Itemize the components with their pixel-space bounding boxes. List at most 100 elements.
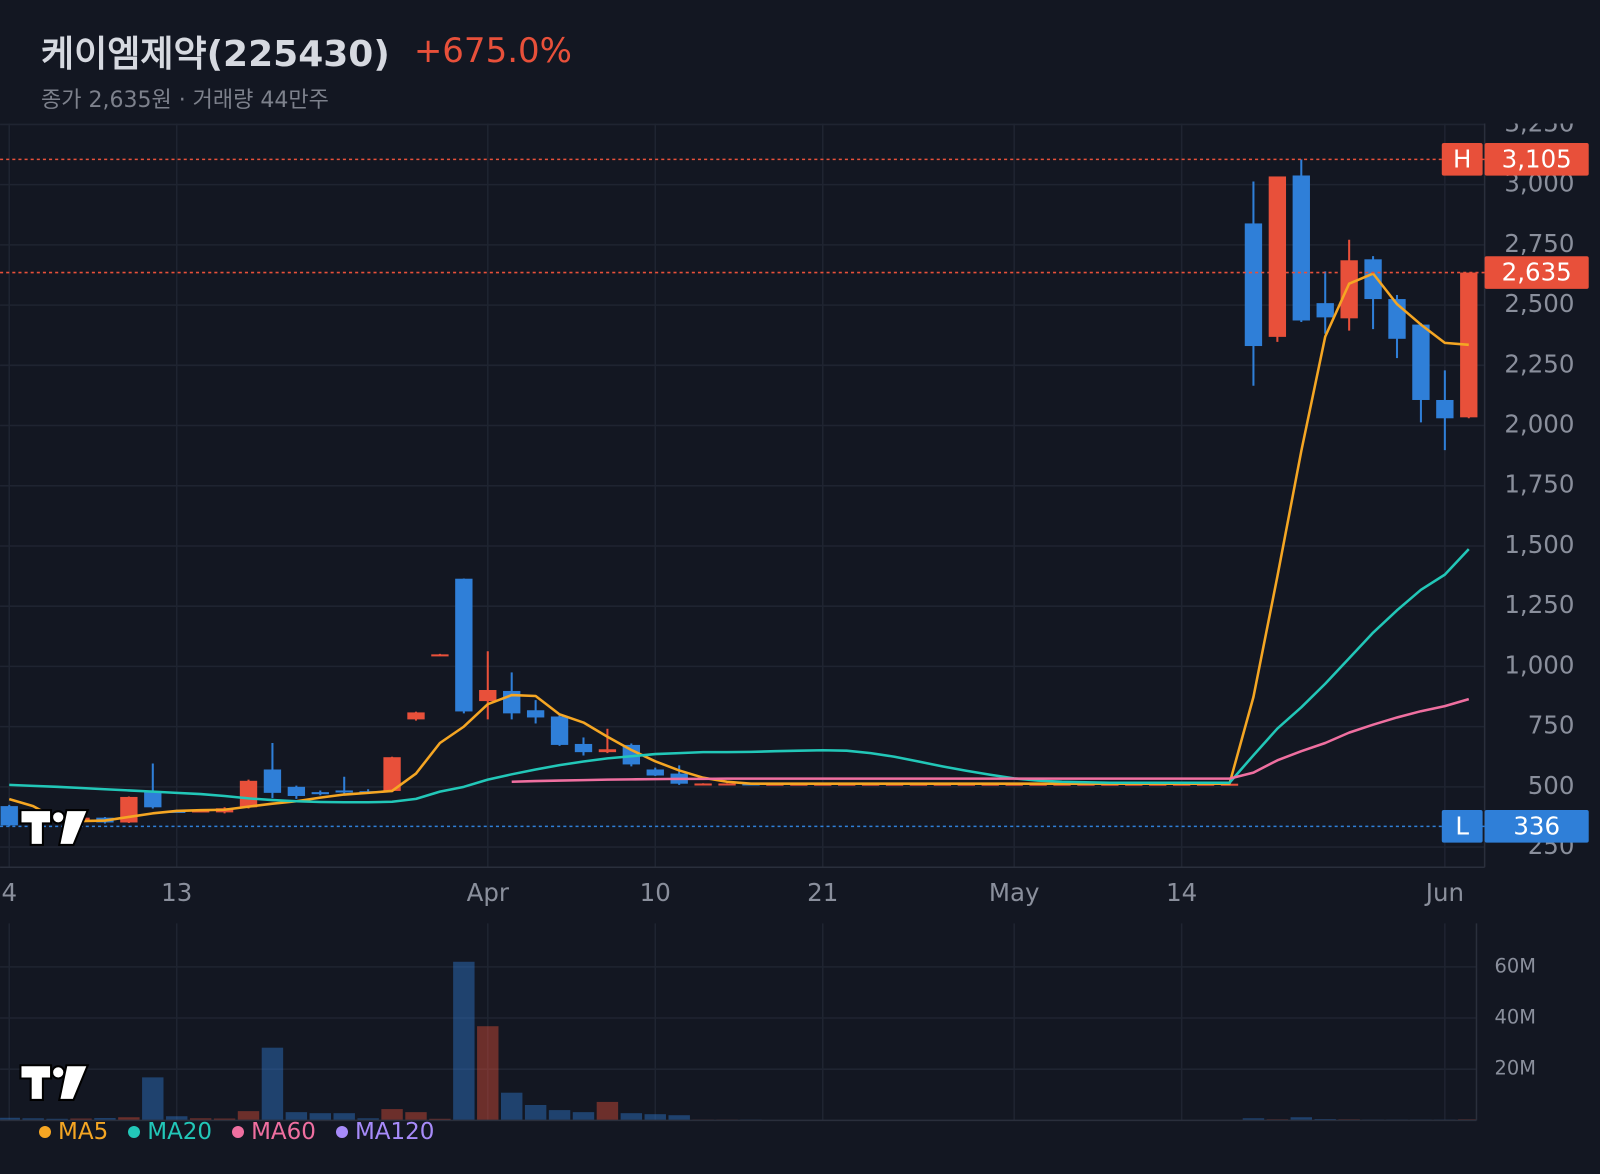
candle-body	[144, 791, 162, 808]
candle-body	[479, 690, 497, 702]
volume-bar	[70, 1118, 92, 1121]
candle-body	[287, 786, 306, 796]
y-tick-label: 1,750	[1504, 470, 1574, 499]
chart-subtitle: 종가 2,635원 · 거래량 44만주	[41, 88, 329, 113]
ma-line	[511, 697, 1470, 784]
candle-body	[239, 780, 258, 808]
volume-bar	[381, 1109, 403, 1121]
candle-body	[718, 783, 736, 786]
candle-body	[1340, 260, 1358, 319]
candle-body	[694, 783, 712, 786]
volume-pane	[0, 961, 1477, 1121]
x-tick-label: 21	[807, 878, 838, 907]
tv-logo	[19, 1064, 90, 1101]
y-tick-label: 2,750	[1504, 229, 1574, 258]
legend-label: MA20	[147, 1119, 213, 1145]
candle-body	[1268, 176, 1287, 337]
legend-label: MA60	[251, 1119, 316, 1145]
volume-bar	[429, 1118, 451, 1121]
legend-swatch	[39, 1126, 51, 1138]
volume-bar	[524, 1104, 547, 1121]
volume-bar	[644, 1114, 666, 1121]
candle-body	[455, 578, 473, 712]
x-tick-label: May	[989, 878, 1040, 907]
volume-bar	[357, 1118, 379, 1121]
price-tag: H	[1453, 144, 1471, 173]
y-axis-labels: 2505007501,0001,2501,5001,7502,0002,2502…	[1504, 108, 1575, 860]
candle-body	[263, 769, 282, 793]
ma-line	[8, 272, 1469, 823]
candle-body	[526, 710, 545, 718]
candle-body	[1364, 259, 1382, 300]
price-pane	[0, 159, 1478, 827]
tv-logo	[19, 809, 90, 846]
price-tag-box	[1441, 143, 1483, 176]
y-tick-label: 1,250	[1504, 590, 1574, 619]
volume-bar	[620, 1113, 643, 1121]
x-tick-label: 4	[1, 878, 17, 907]
volume-bar	[0, 1117, 20, 1121]
candle-body	[431, 654, 449, 657]
volume-bar	[333, 1113, 355, 1121]
candle-body	[574, 743, 593, 753]
candle-body	[1244, 223, 1263, 347]
volume-bar	[189, 1118, 212, 1121]
y-tick-label: 2,000	[1504, 410, 1574, 439]
volume-bar	[213, 1118, 236, 1121]
volume-bar	[94, 1118, 116, 1121]
price-tag-box	[1441, 810, 1483, 843]
header: 케이엠제약(225430) +675.0% 종가 2,635원 · 거래량 44…	[41, 26, 572, 114]
candle-body	[1412, 324, 1430, 400]
volume-bar	[118, 1117, 140, 1121]
volume-bar	[22, 1118, 44, 1121]
volume-bar	[142, 1077, 164, 1121]
candle-body	[0, 806, 18, 826]
volume-tick-label: 60M	[1495, 954, 1536, 977]
x-tick-label: 14	[1166, 878, 1197, 907]
candle-body	[598, 749, 617, 753]
volume-bar	[572, 1112, 595, 1121]
price-label-box	[1484, 810, 1589, 843]
volume-bar	[548, 1110, 571, 1121]
legend-item: MA5	[39, 1119, 108, 1145]
price-label: 3,105	[1502, 144, 1572, 173]
price-label: 336	[1513, 811, 1560, 840]
price-label-box	[1484, 256, 1589, 289]
volume-bar	[453, 961, 475, 1121]
x-tick-label: 13	[161, 878, 192, 907]
volume-bar	[477, 1026, 499, 1121]
price-tag: L	[1455, 811, 1469, 840]
y-tick-label: 750	[1528, 711, 1575, 740]
legend: MA5 MA20 MA60 MA120	[39, 1119, 434, 1145]
legend-swatch	[128, 1126, 141, 1138]
volume-bar	[166, 1116, 188, 1121]
candle-body	[383, 757, 401, 791]
candle-body	[407, 712, 425, 720]
volume-bar	[596, 1101, 619, 1121]
candle-body	[1292, 175, 1310, 321]
legend-item: MA120	[335, 1119, 435, 1145]
volume-bar	[500, 1092, 523, 1121]
legend-swatch	[232, 1126, 245, 1138]
volume-bar	[309, 1113, 332, 1121]
price-label-box	[1484, 143, 1589, 176]
candle-body	[1316, 303, 1334, 318]
volume-bar	[261, 1047, 284, 1121]
y-tick-label: 3,250	[1504, 108, 1574, 137]
candle-body	[646, 769, 664, 776]
candle-body	[335, 790, 353, 793]
volume-bar	[668, 1115, 690, 1121]
volume-bar	[1290, 1117, 1313, 1121]
volume-bar	[237, 1111, 260, 1121]
title-row: 케이엠제약(225430) +675.0%	[41, 26, 572, 76]
volume-bar	[285, 1112, 308, 1121]
legend-label: MA120	[354, 1119, 435, 1145]
grid	[0, 123, 1485, 1121]
volume-bar	[405, 1112, 427, 1121]
y-tick-label: 500	[1528, 771, 1575, 800]
volume-tick-label: 20M	[1495, 1057, 1536, 1080]
y-tick-label: 2,250	[1504, 349, 1574, 378]
x-tick-label: Jun	[1424, 878, 1464, 907]
legend-label: MA5	[58, 1119, 109, 1145]
